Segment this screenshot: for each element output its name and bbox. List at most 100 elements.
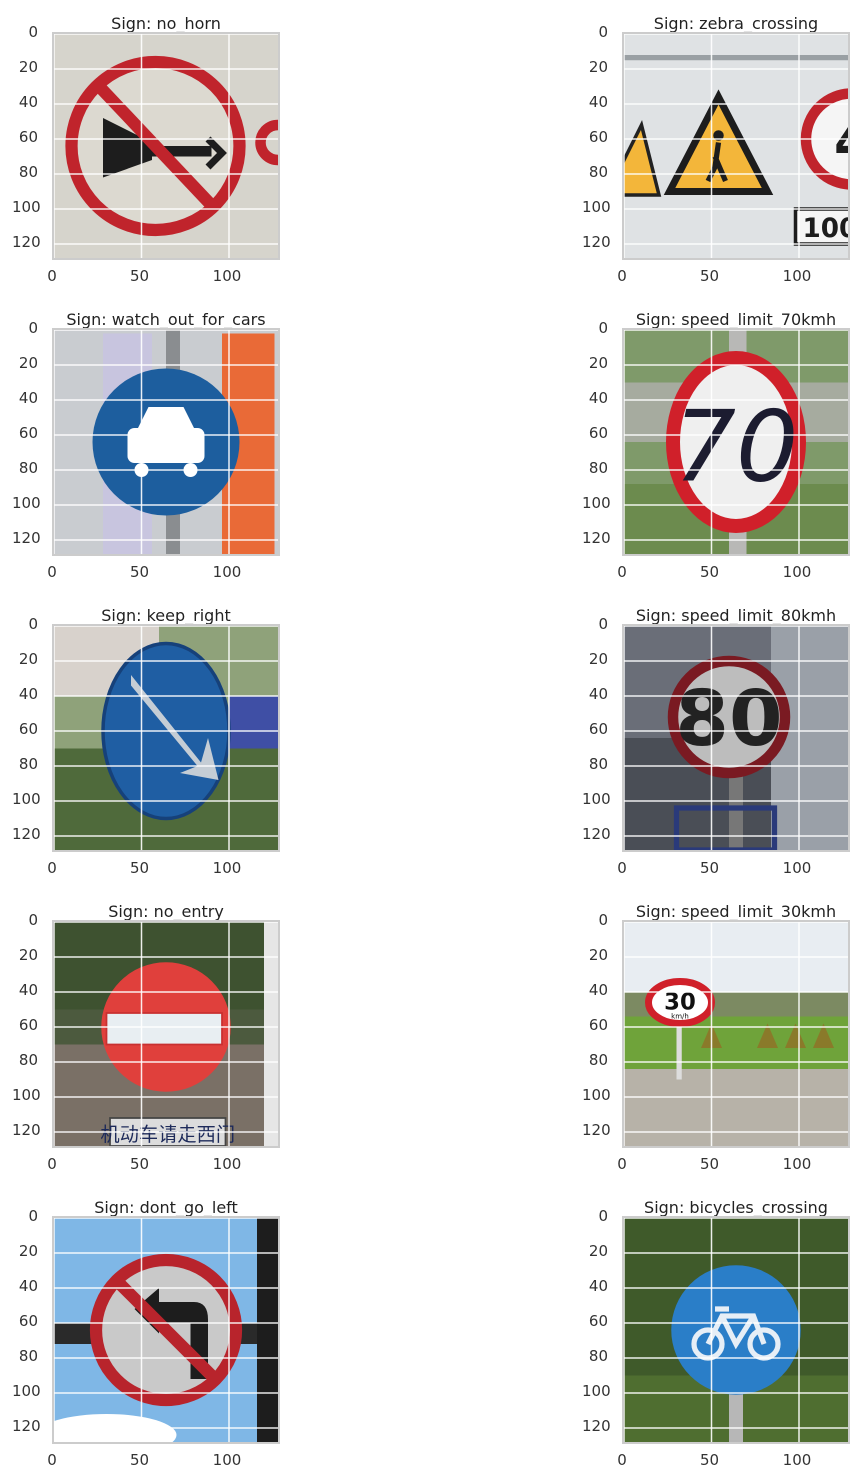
y-tick-label: 0 bbox=[598, 615, 608, 633]
y-tick-label: 0 bbox=[28, 319, 38, 337]
x-tick-label: 0 bbox=[617, 859, 627, 877]
y-tick-label: 100 bbox=[12, 198, 41, 216]
y-tick-label: 60 bbox=[588, 128, 608, 146]
sign-photo bbox=[54, 626, 278, 850]
y-tick-label: 80 bbox=[588, 459, 608, 477]
y-tick-label: 20 bbox=[588, 946, 608, 964]
y-tick-label: 120 bbox=[582, 1121, 611, 1139]
x-tick-label: 100 bbox=[212, 859, 242, 877]
sign-photo: 4 100 bbox=[624, 34, 848, 258]
x-tick-label: 0 bbox=[47, 267, 57, 285]
y-tick-label: 80 bbox=[18, 755, 38, 773]
y-tick-label: 20 bbox=[18, 946, 38, 964]
sign-photo: 30 km/h bbox=[624, 922, 848, 1146]
x-tick-label: 50 bbox=[699, 859, 720, 877]
y-tick-label: 60 bbox=[588, 424, 608, 442]
plate-text: 机动车请走西门 bbox=[100, 1123, 235, 1146]
y-tick-label: 60 bbox=[18, 424, 38, 442]
y-tick-label: 40 bbox=[18, 93, 38, 111]
y-tick-label: 120 bbox=[582, 1417, 611, 1435]
x-tick-label: 100 bbox=[212, 563, 242, 581]
y-tick-label: 80 bbox=[588, 755, 608, 773]
sign-photo bbox=[54, 34, 278, 258]
panel-title: Sign: speed_limit_30kmh bbox=[635, 902, 837, 921]
y-tick-label: 100 bbox=[12, 1382, 41, 1400]
x-tick-label: 100 bbox=[212, 1155, 242, 1173]
panel-title: Sign: watch_out_for_cars bbox=[66, 310, 266, 329]
x-tick-label: 50 bbox=[129, 267, 150, 285]
x-tick-label: 50 bbox=[699, 1451, 720, 1469]
zebra-plate-text: 100 bbox=[803, 214, 849, 244]
y-tick-label: 0 bbox=[598, 1207, 608, 1225]
x-tick-label: 0 bbox=[617, 1451, 627, 1469]
x-tick-label: 50 bbox=[129, 1451, 150, 1469]
y-tick-label: 100 bbox=[12, 790, 41, 808]
y-tick-label: 80 bbox=[18, 1347, 38, 1365]
sign-image bbox=[52, 328, 280, 556]
x-tick-label: 0 bbox=[47, 1451, 57, 1469]
y-tick-label: 20 bbox=[588, 354, 608, 372]
y-tick-label: 80 bbox=[18, 163, 38, 181]
y-tick-label: 100 bbox=[582, 494, 611, 512]
x-tick-label: 100 bbox=[212, 267, 242, 285]
y-tick-label: 20 bbox=[588, 650, 608, 668]
y-tick-label: 40 bbox=[18, 685, 38, 703]
y-tick-label: 60 bbox=[588, 1312, 608, 1330]
sign-image bbox=[622, 1216, 850, 1444]
y-tick-label: 100 bbox=[582, 198, 611, 216]
y-tick-label: 120 bbox=[12, 529, 41, 547]
y-tick-label: 80 bbox=[18, 459, 38, 477]
x-tick-label: 100 bbox=[782, 1155, 812, 1173]
y-tick-label: 40 bbox=[18, 981, 38, 999]
sign-photo bbox=[54, 330, 278, 554]
y-tick-label: 120 bbox=[582, 233, 611, 251]
y-tick-label: 40 bbox=[588, 389, 608, 407]
y-tick-label: 80 bbox=[588, 1051, 608, 1069]
sign-photo: 80 bbox=[624, 626, 848, 850]
y-tick-label: 0 bbox=[598, 319, 608, 337]
y-tick-label: 0 bbox=[28, 1207, 38, 1225]
y-tick-label: 60 bbox=[588, 1016, 608, 1034]
sign-unit: km/h bbox=[671, 1012, 689, 1020]
x-tick-label: 50 bbox=[699, 563, 720, 581]
sign-image bbox=[52, 1216, 280, 1444]
y-tick-label: 100 bbox=[12, 1086, 41, 1104]
x-tick-label: 0 bbox=[617, 563, 627, 581]
x-tick-label: 100 bbox=[782, 859, 812, 877]
y-tick-label: 0 bbox=[28, 615, 38, 633]
x-tick-label: 50 bbox=[699, 267, 720, 285]
y-tick-label: 60 bbox=[18, 720, 38, 738]
y-tick-label: 0 bbox=[598, 911, 608, 929]
y-tick-label: 40 bbox=[18, 389, 38, 407]
y-tick-label: 20 bbox=[18, 1242, 38, 1260]
sign-text: 70 bbox=[674, 391, 799, 505]
x-tick-label: 50 bbox=[129, 1155, 150, 1173]
sign-text: 30 bbox=[664, 990, 696, 1016]
x-tick-label: 100 bbox=[782, 1451, 812, 1469]
y-tick-label: 40 bbox=[588, 1277, 608, 1295]
y-tick-label: 20 bbox=[18, 354, 38, 372]
x-tick-label: 0 bbox=[47, 859, 57, 877]
sign-image bbox=[52, 624, 280, 852]
y-tick-label: 100 bbox=[582, 1382, 611, 1400]
y-tick-label: 120 bbox=[582, 825, 611, 843]
sign-image: 80 bbox=[622, 624, 850, 852]
sign-image: 机动车请走西门 bbox=[52, 920, 280, 1148]
y-tick-label: 60 bbox=[18, 1312, 38, 1330]
sign-image bbox=[52, 32, 280, 260]
x-tick-label: 100 bbox=[212, 1451, 242, 1469]
y-tick-label: 20 bbox=[588, 1242, 608, 1260]
y-tick-label: 60 bbox=[18, 1016, 38, 1034]
x-tick-label: 50 bbox=[129, 563, 150, 581]
x-tick-label: 0 bbox=[617, 1155, 627, 1173]
x-tick-label: 0 bbox=[47, 563, 57, 581]
sign-image: 30 km/h bbox=[622, 920, 850, 1148]
x-tick-label: 100 bbox=[782, 267, 812, 285]
y-tick-label: 0 bbox=[28, 911, 38, 929]
y-tick-label: 120 bbox=[12, 1417, 41, 1435]
panel-title: Sign: speed_limit_70kmh bbox=[635, 310, 837, 329]
y-tick-label: 100 bbox=[12, 494, 41, 512]
y-tick-label: 40 bbox=[588, 685, 608, 703]
x-tick-label: 0 bbox=[47, 1155, 57, 1173]
y-tick-label: 100 bbox=[582, 1086, 611, 1104]
